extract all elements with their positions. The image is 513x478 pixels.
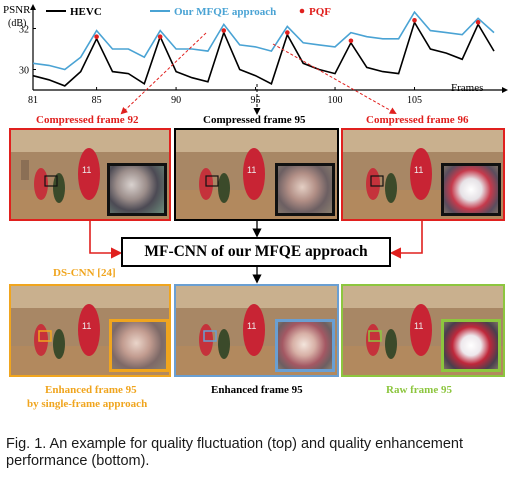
image-enhanced-single-frame: 11 (9, 284, 171, 377)
legend-hevc-label: HEVC (70, 6, 102, 18)
connector-left (89, 221, 123, 259)
label-compressed-96: Compressed frame 96 (366, 114, 469, 126)
legend-mfqe-label: Our MFQE approach (174, 6, 276, 18)
svg-text:11: 11 (82, 321, 91, 331)
hevc-series-line (32, 20, 495, 87)
svg-text:11: 11 (414, 165, 423, 175)
x-tick-label: 100 (328, 95, 343, 106)
mfcnn-box: MF-CNN of our MFQE approach (121, 237, 391, 267)
x-tick-label: 90 (171, 95, 181, 106)
pqf-point (412, 18, 417, 23)
label-raw-frame: Raw frame 95 (386, 384, 452, 396)
pqf-point (285, 30, 290, 35)
legend-pqf-swatch (299, 8, 305, 14)
figure-caption: Fig. 1. An example for quality fluctuati… (6, 436, 464, 469)
label-enhanced-mfqe: Enhanced frame 95 (211, 384, 303, 396)
image-raw-frame-95: 11 (341, 284, 505, 377)
image-compressed-frame-96: 11 (341, 128, 505, 221)
y-axis-unit: (dB) (8, 18, 26, 29)
zoom-inset-95 (275, 163, 335, 216)
y-tick-label: 30 (19, 66, 29, 77)
label-enhanced-single-line1: Enhanced frame 95 (45, 384, 137, 396)
pqf-point (221, 28, 227, 33)
x-axis-label: Frames (451, 82, 483, 94)
y-axis-label: PSNR (3, 4, 31, 16)
zoom-inset-raw (441, 319, 501, 372)
legend-pqf-label: PQF (309, 6, 331, 18)
mfqe-series-line (32, 10, 495, 71)
image-compressed-frame-95: 11 (174, 128, 339, 221)
svg-text:11: 11 (247, 165, 256, 175)
x-tick-label: 95 (251, 95, 261, 106)
svg-text:11: 11 (414, 321, 423, 331)
zoom-inset-mfqe (275, 319, 335, 372)
svg-text:11: 11 (82, 165, 91, 175)
y-tick-label: 32 (19, 25, 29, 36)
pqf-point (475, 20, 481, 25)
label-enhanced-single-line2: by single-frame approach (27, 398, 148, 410)
pqf-point (94, 34, 99, 39)
zoom-inset-92 (107, 163, 167, 216)
label-compressed-95: Compressed frame 95 (203, 114, 306, 126)
y-axis-arrowhead (30, 4, 36, 10)
pqf-point (348, 38, 354, 44)
label-dscnn: DS-CNN [24] (53, 267, 116, 279)
x-tick-label: 105 (407, 95, 422, 106)
psnr-line-chart: 81 85 90 95 100 105 30 32 HEVC Our MFQE approac… (3, 4, 508, 106)
svg-text:11: 11 (247, 321, 256, 331)
image-enhanced-mfqe: 11 (174, 284, 339, 377)
zoom-inset-single-frame (109, 319, 169, 372)
connector-right (389, 221, 423, 259)
x-axis-arrowhead (502, 87, 508, 93)
image-compressed-frame-92: 11 (9, 128, 171, 221)
x-tick-label: 85 (92, 95, 102, 106)
pqf-point (157, 34, 163, 39)
label-compressed-92: Compressed frame 92 (36, 114, 139, 126)
zoom-inset-96 (441, 163, 501, 216)
x-tick-label: 81 (28, 95, 38, 106)
